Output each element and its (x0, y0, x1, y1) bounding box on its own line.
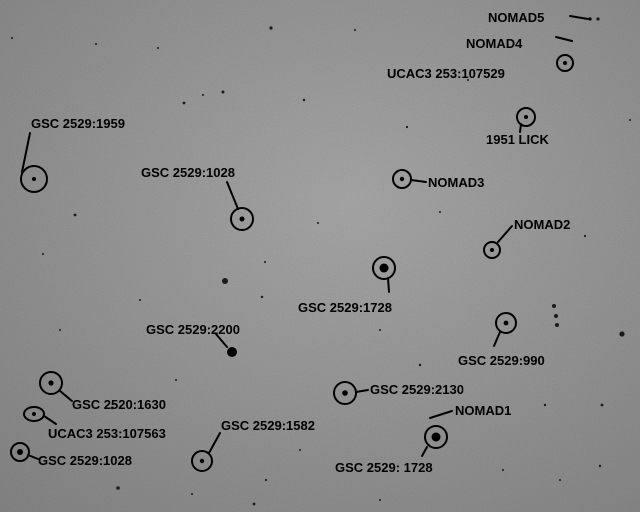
label-nomad1: NOMAD1 (455, 403, 511, 418)
label-gsc-2529-1582: GSC 2529:1582 (221, 418, 315, 433)
label-ucac3-107563: UCAC3 253:107563 (48, 426, 166, 441)
label-gsc-2529-2130: GSC 2529:2130 (370, 382, 464, 397)
label-ucac3-107529: UCAC3 253:107529 (387, 66, 505, 81)
label-gsc-2529-1728-lower: GSC 2529: 1728 (335, 460, 433, 475)
label-gsc-2529-1959: GSC 2529:1959 (31, 116, 125, 131)
star-markers (10, 15, 592, 472)
label-nomad2: NOMAD2 (514, 217, 570, 232)
label-gsc-2529-990: GSC 2529:990 (458, 353, 545, 368)
label-1951-lick: 1951 LICK (486, 132, 549, 147)
label-nomad3: NOMAD3 (428, 175, 484, 190)
label-gsc-2529-1028-upper: GSC 2529:1028 (141, 165, 235, 180)
field-stars (11, 17, 631, 506)
label-gsc-2529-2200: GSC 2529:2200 (146, 322, 240, 337)
catalog-labels: NOMAD5 NOMAD4 UCAC3 253:107529 1951 LICK… (31, 10, 570, 475)
label-gsc-2529-1028-lower: GSC 2529:1028 (38, 453, 132, 468)
label-nomad5: NOMAD5 (488, 10, 544, 25)
label-gsc-2520-1630: GSC 2520:1630 (72, 397, 166, 412)
label-gsc-2529-1728-upper: GSC 2529:1728 (298, 300, 392, 315)
label-nomad4: NOMAD4 (466, 36, 523, 51)
